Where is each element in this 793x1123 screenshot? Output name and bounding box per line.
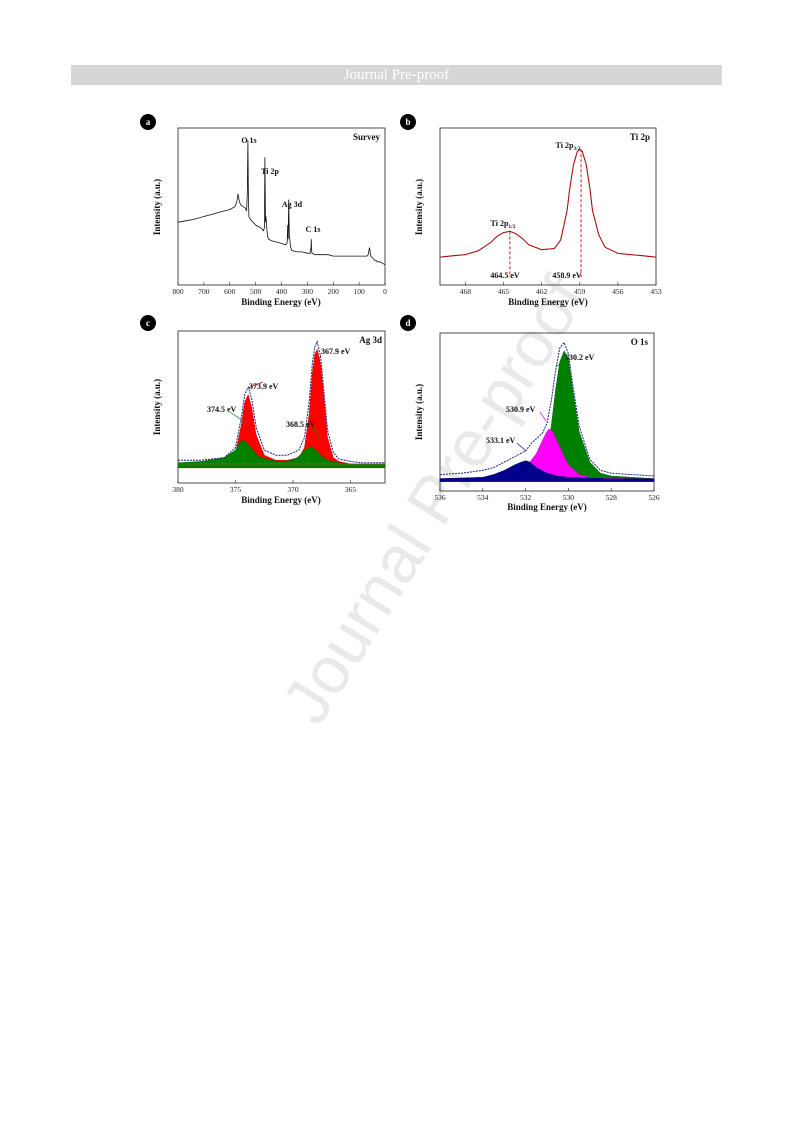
chart-panel-c: c Ag 3d 380 375 370 365 373.9 eV 367.9 eV 3… [140,315,386,505]
peak-label-ti2p: Ti 2p [261,167,279,176]
peak-label-530-9: 530.9 eV [506,405,536,414]
y-axis-label-b: Intensity (a.u.) [414,179,424,235]
peak-label-ag3d: Ag 3d [282,200,303,209]
x-tick-label: 459 [574,287,586,296]
chart-title-c: Ag 3d [359,335,382,345]
panel-letter-c: c [146,318,150,328]
x-tick-label: 0 [383,287,387,296]
x-tick-label: 462 [536,287,548,296]
x-tick-label: 600 [224,287,236,296]
pointer-530-2 [555,360,564,368]
pointer-368 [311,426,321,439]
chart-title-a: Survey [353,132,381,142]
x-axis-label-c: Binding Energy (eV) [241,495,321,505]
peak-label-530-2: 530.2 eV [565,353,595,362]
x-tick-label: 534 [477,493,489,502]
peak-label-373: 373.9 eV [249,382,279,391]
panel-letter-a: a [146,117,151,127]
panel-badge-b [400,114,416,130]
peak-energy-464: 464.5 eV [490,271,520,280]
pointer-367 [317,354,322,363]
x-tick-label: 536 [434,493,446,502]
chart-panel-b: b Ti 2p 468 465 462 459 456 453 Ti 2p1/2 Ti 2… [400,114,662,307]
x-tick-label: 468 [460,287,472,296]
area-navy-d [439,460,655,482]
chart-panel-a: a Survey 800 700 600 500 400 300 200 100 0 O 1s … [140,114,387,307]
chart-title-d: O 1s [631,337,649,347]
x-tick-label: 532 [520,493,532,502]
x-tick-label: 700 [198,287,210,296]
series-line-c [178,340,385,464]
x-tick-label: 453 [650,287,662,296]
x-axis-label-d: Binding Energy (eV) [507,502,587,512]
series-line-a [177,140,386,265]
series-line-d [439,341,655,477]
peak-label-367: 367.9 eV [321,347,351,356]
x-tick-label: 400 [276,287,288,296]
x-ticks-d: 536 534 532 530 528 526 [434,488,660,502]
x-tick-label: 456 [612,287,624,296]
panel-letter-b: b [405,117,410,127]
pointer-374 [229,411,247,424]
x-ticks-b: 468 465 462 459 456 453 [460,282,662,296]
pointer-530-9 [539,411,547,422]
x-axis-label-b: Binding Energy (eV) [508,297,588,307]
peak-label-o1s: O 1s [241,136,256,145]
y-axis-label-d: Intensity (a.u.) [414,384,424,440]
plot-frame-b [439,127,657,286]
x-tick-label: 200 [328,287,340,296]
y-axis-label-c: Intensity (a.u.) [152,379,162,435]
peak-label-368: 368.5 eV [286,420,316,429]
fit-line-b [439,148,657,258]
peak-label-c1s: C 1s [306,225,321,234]
panel-badge-d [400,315,416,331]
x-tick-label: 526 [648,493,660,502]
series-line-b [439,148,657,258]
x-tick-label: 300 [302,287,314,296]
x-ticks-c: 380 375 370 365 [172,480,356,494]
x-ticks-a: 800 700 600 500 400 300 200 100 0 [172,282,387,296]
panel-badge-a [140,114,156,130]
x-tick-label: 375 [230,485,242,494]
chart-panel-d: d O 1s 536 534 532 530 528 526 530.2 eV 530.9… [400,315,660,512]
journal-banner: Journal Pre-proof [71,65,722,85]
panel-badge-c [140,315,156,331]
area-green-c [177,439,386,469]
pointer-373 [247,381,264,389]
peak-energy-458: 458.9 eV [552,271,582,280]
peak-label-ti2p32: Ti 2p3/2 [556,141,581,152]
x-tick-label: 380 [172,485,184,494]
pointer-533-1 [516,442,527,452]
x-tick-label: 100 [354,287,366,296]
peak-label-533-1: 533.1 eV [486,436,516,445]
x-tick-label: 365 [345,485,357,494]
panel-letter-d: d [405,318,410,328]
x-axis-label-a: Binding Energy (eV) [241,297,321,307]
y-axis-label-a: Intensity (a.u.) [152,179,162,235]
peak-label-ti2p12: Ti 2p1/2 [491,219,516,230]
x-tick-label: 370 [287,485,299,494]
x-tick-label: 528 [606,493,618,502]
x-tick-label: 465 [498,287,510,296]
plot-frame-d [439,332,655,492]
x-tick-label: 500 [250,287,262,296]
x-tick-label: 800 [172,287,184,296]
peak-label-374: 374.5 eV [207,405,237,414]
peak-markers-b [509,149,582,278]
plot-frame-c [177,330,386,484]
chart-title-b: Ti 2p [630,132,650,142]
area-red-c [177,348,386,469]
x-tick-label: 530 [563,493,575,502]
